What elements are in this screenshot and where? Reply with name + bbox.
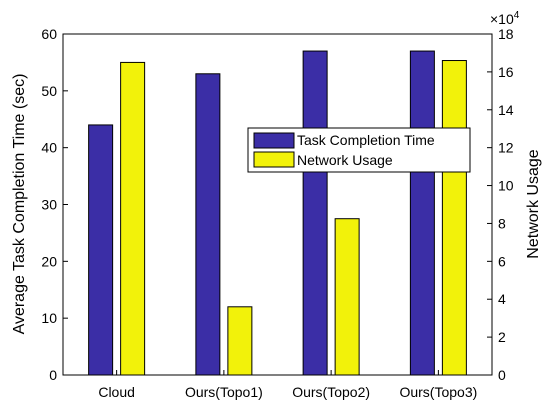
left-axis: 0 10 20 30 40 50 60 bbox=[41, 26, 68, 383]
legend-swatch-task-completion-time bbox=[253, 132, 295, 149]
left-tick-label: 60 bbox=[41, 26, 57, 42]
left-tick-label: 20 bbox=[41, 253, 57, 269]
right-axis: 0 2 4 6 8 10 12 14 16 18 bbox=[487, 26, 514, 383]
bars-layer bbox=[88, 50, 467, 376]
bar-task-completion-time bbox=[195, 73, 221, 376]
right-tick-label: 0 bbox=[498, 367, 506, 383]
right-tick-label: 12 bbox=[498, 140, 514, 156]
bar-task-completion-time bbox=[302, 50, 328, 376]
right-axis-title: Network Usage bbox=[525, 149, 542, 258]
legend-label-network-usage: Network Usage bbox=[297, 152, 393, 168]
bar-network-usage bbox=[334, 218, 360, 376]
bar-task-completion-time bbox=[88, 124, 114, 376]
left-tick-label: 30 bbox=[41, 197, 57, 213]
right-tick-label: 4 bbox=[498, 291, 506, 307]
bar-network-usage bbox=[441, 60, 467, 376]
right-tick-label: 6 bbox=[498, 253, 506, 269]
x-tick-label: Ours(Topo2) bbox=[292, 384, 370, 400]
left-tick-label: 10 bbox=[41, 310, 57, 326]
bar-task-completion-time bbox=[409, 50, 435, 376]
x-tick-label: Ours(Topo3) bbox=[399, 384, 477, 400]
bar-network-usage bbox=[120, 61, 146, 376]
x-axis: Cloud Ours(Topo1) Ours(Topo2) Ours(Topo3) bbox=[98, 370, 477, 400]
right-tick-label: 14 bbox=[498, 102, 514, 118]
bar-network-usage bbox=[227, 306, 253, 376]
left-axis-title: Average Task Completion Time (sec) bbox=[11, 74, 28, 335]
legend-label-task-completion-time: Task Completion Time bbox=[297, 132, 435, 148]
right-tick-label: 10 bbox=[498, 178, 514, 194]
multiplier-base: ×10 bbox=[490, 11, 514, 27]
right-tick-label: 8 bbox=[498, 215, 506, 231]
left-tick-label: 40 bbox=[41, 140, 57, 156]
left-tick-label: 50 bbox=[41, 83, 57, 99]
right-axis-multiplier: ×104 bbox=[490, 10, 520, 27]
right-tick-label: 2 bbox=[498, 329, 506, 345]
left-tick-label: 0 bbox=[49, 367, 57, 383]
x-tick-label: Cloud bbox=[98, 384, 135, 400]
legend: Task Completion Time Network Usage bbox=[247, 127, 471, 173]
x-tick-label: Ours(Topo1) bbox=[185, 384, 263, 400]
right-tick-label: 16 bbox=[498, 64, 514, 80]
multiplier-exponent: 4 bbox=[514, 10, 520, 21]
legend-swatch-network-usage bbox=[253, 151, 295, 168]
right-tick-label: 18 bbox=[498, 26, 514, 42]
